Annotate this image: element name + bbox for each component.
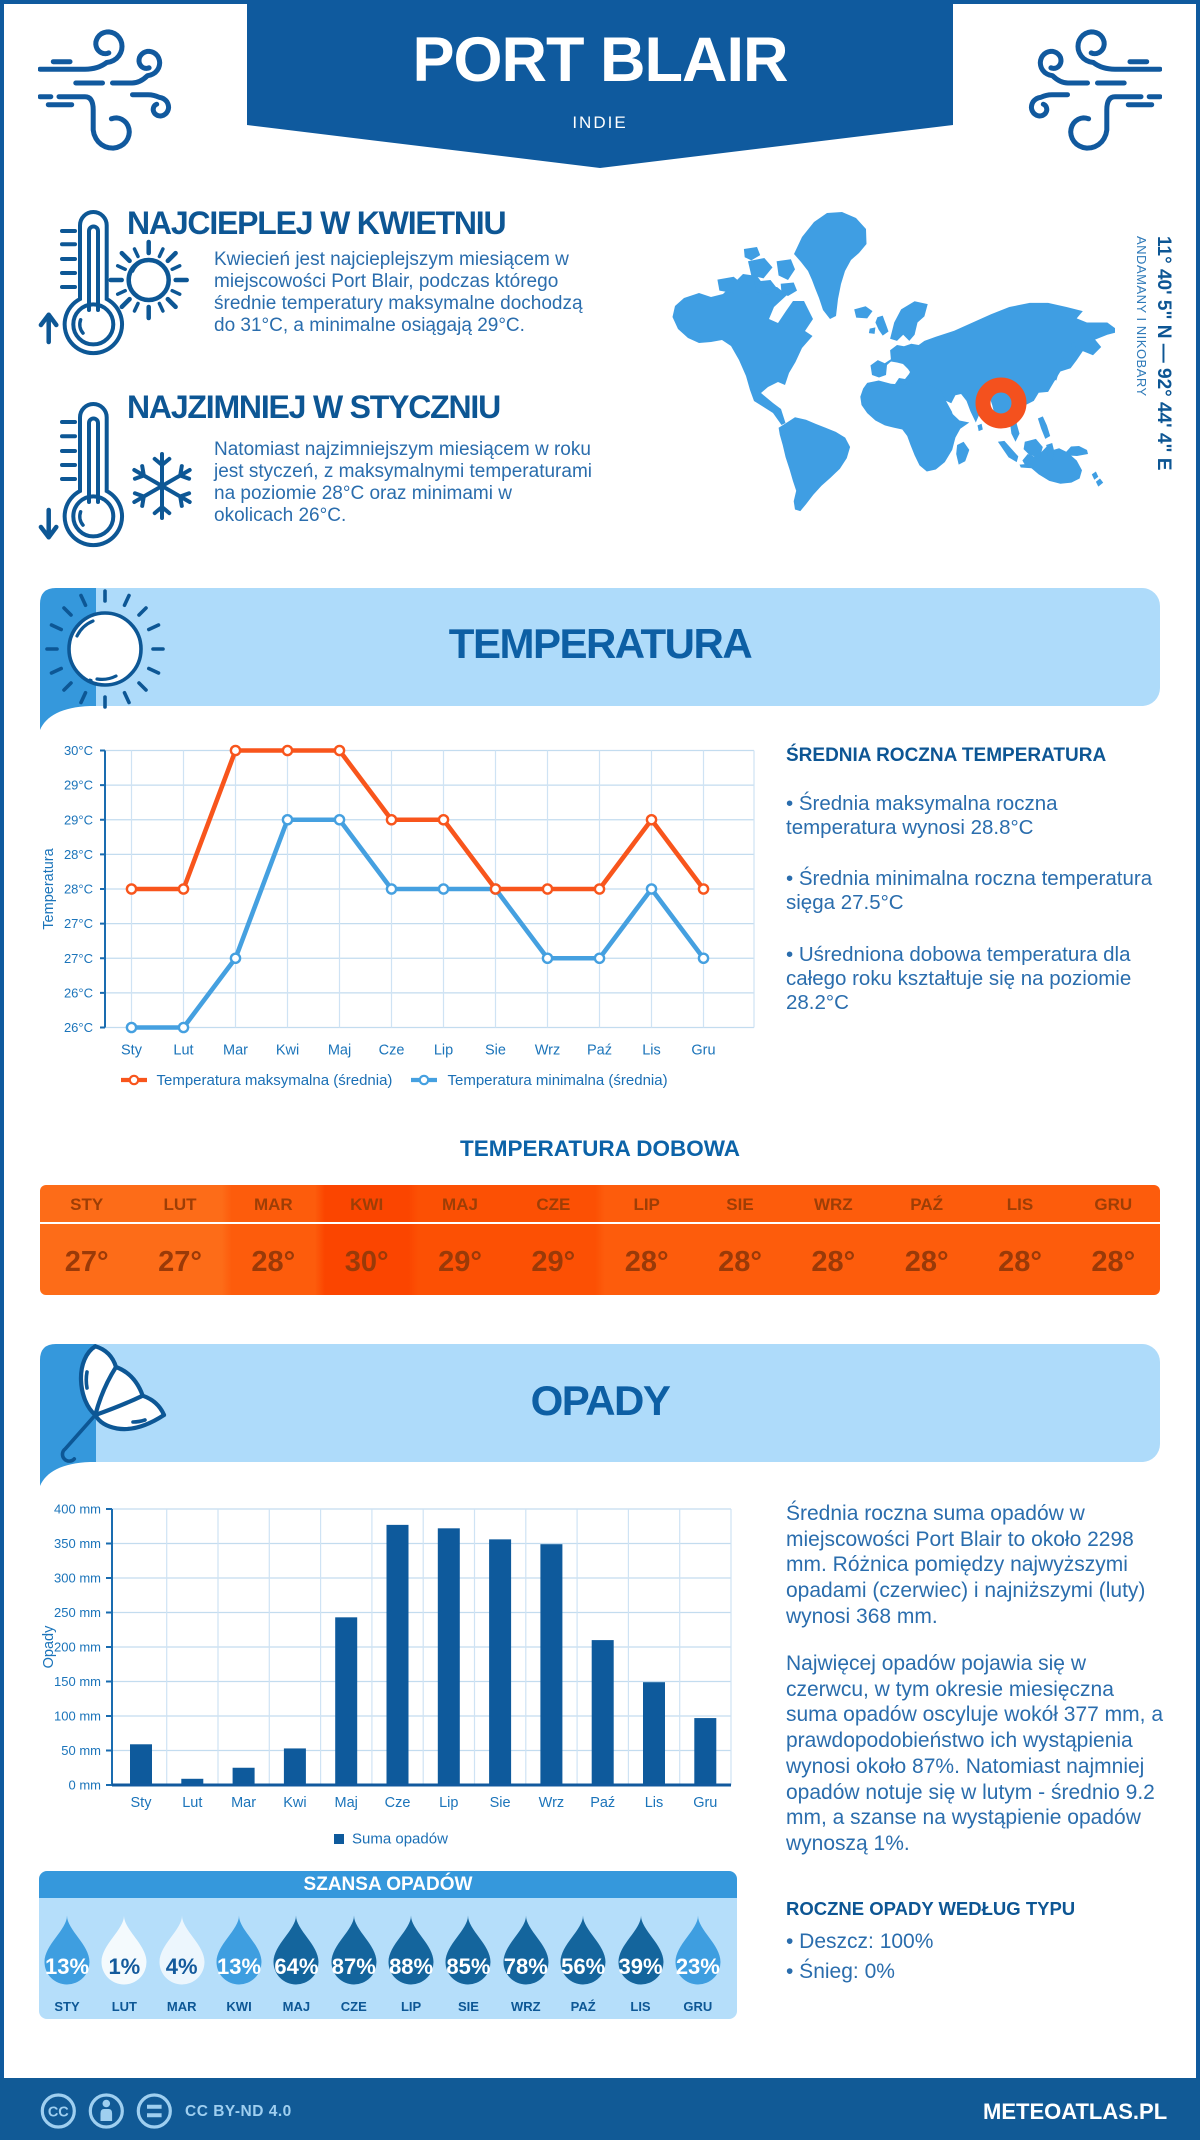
svg-text:29°C: 29°C — [64, 778, 93, 793]
svg-text:Mar: Mar — [231, 1795, 256, 1811]
svg-text:29°C: 29°C — [64, 812, 93, 827]
svg-text:CC: CC — [48, 2105, 69, 2121]
svg-text:Paź: Paź — [590, 1795, 615, 1811]
svg-text:Sty: Sty — [121, 1043, 143, 1059]
svg-text:100 mm: 100 mm — [54, 1709, 101, 1724]
svg-text:200 mm: 200 mm — [54, 1640, 101, 1655]
svg-text:Paź: Paź — [587, 1043, 612, 1059]
svg-text:28°C: 28°C — [64, 882, 93, 897]
svg-text:27°C: 27°C — [64, 916, 93, 931]
svg-text:Lis: Lis — [645, 1795, 664, 1811]
svg-text:Maj: Maj — [335, 1795, 358, 1811]
svg-text:150 mm: 150 mm — [54, 1674, 101, 1689]
svg-text:Cze: Cze — [379, 1043, 405, 1059]
svg-text:Lut: Lut — [182, 1795, 202, 1811]
svg-text:Temperatura maksymalna (średni: Temperatura maksymalna (średnia) — [157, 1072, 393, 1089]
svg-text:Suma opadów: Suma opadów — [352, 1831, 448, 1848]
svg-text:400 mm: 400 mm — [54, 1502, 101, 1517]
svg-text:28°C: 28°C — [64, 847, 93, 862]
svg-text:50 mm: 50 mm — [61, 1743, 101, 1758]
svg-text:30°C: 30°C — [64, 743, 93, 758]
svg-text:26°C: 26°C — [64, 985, 93, 1000]
svg-text:Kwi: Kwi — [276, 1043, 299, 1059]
svg-text:Kwi: Kwi — [283, 1795, 306, 1811]
svg-text:27°C: 27°C — [64, 951, 93, 966]
svg-text:Wrz: Wrz — [539, 1795, 565, 1811]
svg-text:Mar: Mar — [223, 1043, 248, 1059]
svg-text:Gru: Gru — [693, 1795, 717, 1811]
svg-text:Sie: Sie — [490, 1795, 511, 1811]
svg-text:Temperatura minimalna (średnia: Temperatura minimalna (średnia) — [448, 1072, 668, 1089]
svg-text:Maj: Maj — [328, 1043, 351, 1059]
svg-text:0 mm: 0 mm — [69, 1778, 102, 1793]
svg-text:Temperatura: Temperatura — [41, 847, 57, 929]
svg-text:Cze: Cze — [385, 1795, 411, 1811]
svg-text:Gru: Gru — [691, 1043, 715, 1059]
svg-text:Lip: Lip — [439, 1795, 458, 1811]
svg-text:26°C: 26°C — [64, 1020, 93, 1035]
svg-text:Sie: Sie — [485, 1043, 506, 1059]
svg-text:Sty: Sty — [131, 1795, 153, 1811]
svg-text:Lip: Lip — [434, 1043, 453, 1059]
svg-text:300 mm: 300 mm — [54, 1571, 101, 1586]
svg-text:250 mm: 250 mm — [54, 1605, 101, 1620]
svg-text:Opady: Opady — [41, 1625, 57, 1668]
svg-text:Lut: Lut — [173, 1043, 193, 1059]
svg-text:350 mm: 350 mm — [54, 1536, 101, 1551]
svg-text:Lis: Lis — [642, 1043, 661, 1059]
svg-text:Wrz: Wrz — [535, 1043, 561, 1059]
